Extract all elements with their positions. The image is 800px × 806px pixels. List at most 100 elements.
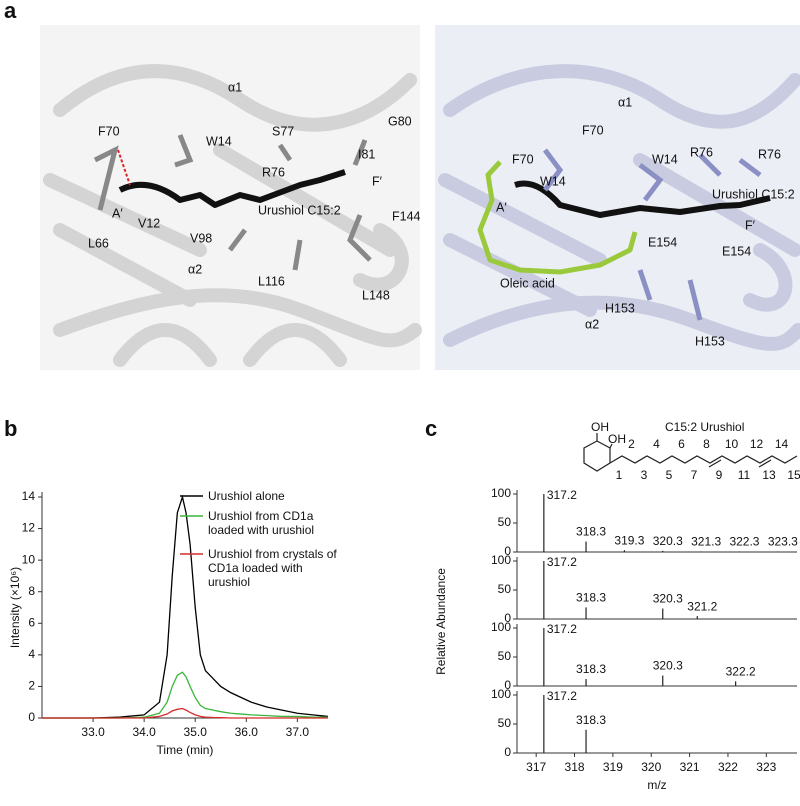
- y-axis-label: Relative Abundance: [434, 568, 448, 675]
- carbon-number: 11: [738, 468, 751, 482]
- y-tick-label: 10: [22, 552, 36, 566]
- peak-label: 318.3: [576, 713, 606, 727]
- y-tick-label: 100: [491, 687, 511, 701]
- structure-label: W14: [206, 134, 232, 148]
- y-tick-label: 4: [28, 647, 35, 661]
- legend-entry: Urushiol from CD1a loaded with urushiol: [208, 509, 315, 537]
- structure-label: R76: [262, 165, 285, 179]
- carbon-number: 13: [762, 468, 776, 482]
- molecule-group: OH: [608, 432, 626, 446]
- structure-label: F70: [512, 152, 534, 166]
- series-line: [42, 671, 328, 719]
- y-tick-label: 0: [504, 745, 511, 759]
- peak-label: 317.2: [547, 622, 577, 636]
- peak-label: 322.3: [729, 535, 759, 549]
- carbon-number: 8: [703, 437, 710, 451]
- y-tick-label: 100: [491, 553, 511, 567]
- peak-label: 320.3: [653, 592, 683, 606]
- peak-label: 321.2: [687, 599, 717, 613]
- structure-label: V98: [190, 231, 212, 245]
- x-tick-label: 319: [603, 760, 623, 774]
- structure-label: R76: [758, 147, 781, 161]
- y-tick-label: 6: [28, 615, 35, 629]
- y-tick-label: 0: [28, 710, 35, 724]
- structure-label: I81: [358, 147, 375, 161]
- carbon-number: 2: [628, 437, 635, 451]
- carbon-number: 1: [616, 468, 623, 482]
- structure-label: F144: [392, 209, 421, 223]
- y-tick-label: 8: [28, 584, 35, 598]
- x-tick-label: 35.0: [184, 725, 208, 739]
- carbon-number: 10: [725, 437, 739, 451]
- structure-label: V12: [138, 216, 160, 230]
- peak-label: 318.3: [576, 662, 606, 676]
- structure-label: G80: [388, 114, 412, 128]
- x-axis-label: Time (min): [157, 743, 214, 757]
- carbon-number: 4: [653, 437, 660, 451]
- carbon-number: 12: [750, 437, 764, 451]
- structure-label: F70: [98, 124, 120, 138]
- peak-label: 322.2: [726, 665, 756, 679]
- legend-entry: Urushiol from crystals of CD1a loaded wi…: [208, 547, 337, 589]
- x-tick-label: 322: [718, 760, 738, 774]
- peak-label: 320.3: [653, 534, 683, 548]
- carbon-number: 15: [787, 468, 800, 482]
- structure-label: F′: [372, 174, 383, 188]
- carbon-number: 6: [678, 437, 685, 451]
- peak-label: 317.2: [547, 555, 577, 569]
- molecule-group: OH: [591, 420, 609, 434]
- y-tick-label: 14: [22, 489, 36, 503]
- structure-label: E154: [722, 244, 751, 258]
- peak-label: 318.3: [576, 591, 606, 605]
- carbon-number: 14: [775, 437, 789, 451]
- peak-label: 323.3: [768, 535, 798, 549]
- structure-label: F70: [582, 123, 604, 137]
- y-tick-label: 0: [504, 611, 511, 625]
- y-tick-label: 50: [498, 716, 512, 730]
- molecule-title: C15:2 Urushiol: [665, 420, 744, 434]
- x-tick-label: 317: [526, 760, 546, 774]
- structure-label: A′: [496, 200, 507, 214]
- y-tick-label: 50: [498, 582, 512, 596]
- y-tick-label: 50: [498, 515, 512, 529]
- x-tick-label: 321: [680, 760, 700, 774]
- peak-label: 317.2: [547, 488, 577, 502]
- x-tick-label: 323: [756, 760, 776, 774]
- structure-image: [435, 25, 800, 370]
- structure-label: L66: [88, 236, 109, 250]
- y-tick-label: 0: [504, 678, 511, 692]
- structure-label: α2: [585, 317, 599, 331]
- y-tick-label: 2: [28, 679, 35, 693]
- peak-label: 318.3: [576, 525, 606, 539]
- peak-label: 320.3: [653, 659, 683, 673]
- structure-label: Urushiol C15:2: [258, 203, 341, 217]
- structure-label: L148: [362, 288, 390, 302]
- structure-label: α1: [618, 95, 632, 109]
- x-tick-label: 37.0: [286, 725, 310, 739]
- structure-label: A′: [112, 206, 123, 220]
- x-axis-label: m/z: [647, 778, 666, 792]
- structure-label: E154: [648, 235, 677, 249]
- y-axis-label: Intensity (×10⁶): [8, 567, 22, 648]
- carbon-number: 3: [641, 468, 648, 482]
- panel-label: b: [4, 416, 17, 441]
- y-tick-label: 100: [491, 486, 511, 500]
- structure-label: H153: [605, 301, 635, 315]
- structure-label: F′: [745, 218, 756, 232]
- series-line: [42, 707, 328, 719]
- x-tick-label: 33.0: [81, 725, 105, 739]
- legend-entry: Urushiol alone: [208, 489, 285, 503]
- y-tick-label: 0: [504, 544, 511, 558]
- peak-label: 321.3: [691, 535, 721, 549]
- x-tick-label: 34.0: [132, 725, 156, 739]
- structure-image: [40, 25, 422, 370]
- peak-label: 317.2: [547, 689, 577, 703]
- carbon-number: 7: [691, 468, 698, 482]
- panel-label: c: [425, 416, 437, 441]
- structure-label: α2: [188, 262, 202, 276]
- x-tick-label: 318: [565, 760, 585, 774]
- structure-label: W14: [540, 174, 566, 188]
- structure-label: R76: [690, 145, 713, 159]
